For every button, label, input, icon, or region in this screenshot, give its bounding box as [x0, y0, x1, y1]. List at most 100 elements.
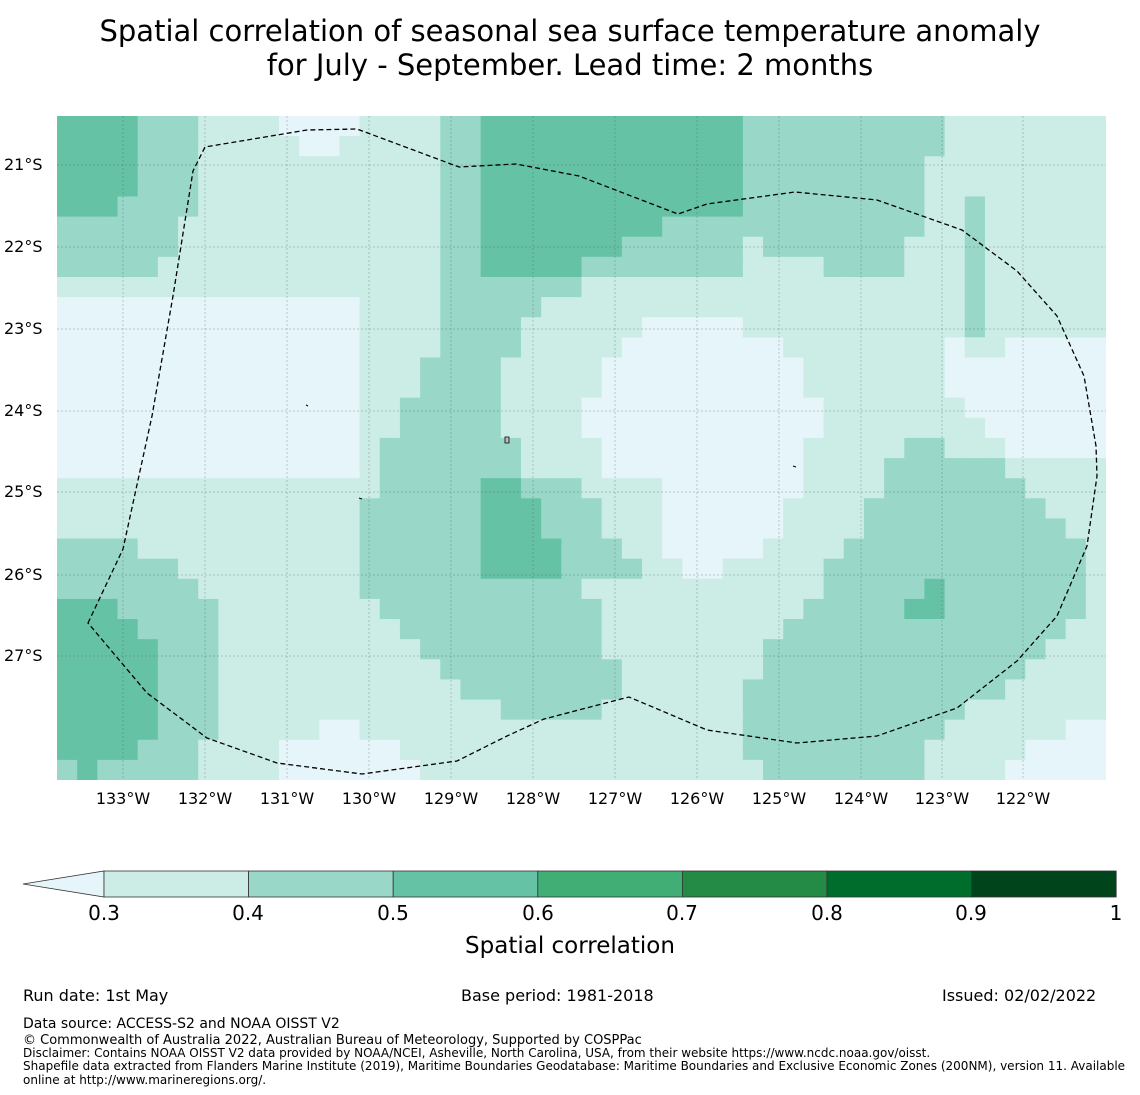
correlation-cell — [480, 759, 502, 780]
correlation-cell — [944, 317, 966, 338]
correlation-cell — [621, 478, 643, 499]
correlation-cell — [763, 377, 784, 399]
correlation-cell — [278, 518, 300, 540]
correlation-cell — [823, 558, 845, 580]
correlation-cell — [682, 317, 704, 338]
correlation-cell — [621, 236, 643, 258]
correlation-cell — [157, 236, 179, 258]
correlation-cell — [561, 639, 583, 660]
correlation-cell — [1045, 699, 1067, 721]
correlation-cell — [863, 458, 885, 479]
correlation-cell — [682, 156, 704, 177]
correlation-cell — [57, 518, 78, 540]
correlation-cell — [218, 498, 240, 520]
correlation-cell — [601, 156, 623, 177]
correlation-cell — [480, 276, 502, 298]
correlation-cell — [803, 458, 825, 479]
correlation-cell — [722, 297, 744, 318]
correlation-cell — [359, 498, 381, 520]
correlation-cell — [1045, 397, 1067, 419]
correlation-cell — [299, 679, 320, 701]
correlation-cell — [662, 679, 683, 701]
correlation-cell — [783, 397, 804, 419]
correlation-cell — [601, 377, 623, 399]
correlation-cell — [642, 659, 663, 680]
correlation-cell — [884, 739, 905, 761]
correlation-cell — [500, 357, 522, 379]
correlation-cell — [823, 417, 845, 439]
correlation-cell — [621, 699, 643, 721]
correlation-cell — [218, 598, 240, 620]
correlation-cell — [97, 759, 119, 780]
correlation-cell — [97, 236, 119, 258]
correlation-cell — [722, 377, 744, 399]
correlation-cell — [823, 116, 845, 137]
correlation-cell — [500, 176, 522, 198]
correlation-cell — [520, 176, 542, 198]
correlation-cell — [299, 498, 320, 520]
correlation-cell — [278, 276, 300, 298]
correlation-cell — [258, 337, 280, 359]
correlation-cell — [480, 598, 502, 620]
correlation-cell — [198, 437, 219, 459]
correlation-cell — [278, 417, 300, 439]
correlation-cell — [157, 276, 179, 298]
correlation-cell — [339, 679, 361, 701]
correlation-cell — [77, 458, 98, 479]
correlation-cell — [480, 739, 502, 761]
correlation-cell — [581, 659, 603, 680]
correlation-cell — [117, 317, 139, 338]
correlation-cell — [440, 297, 462, 318]
correlation-cell — [117, 397, 139, 419]
correlation-cell — [541, 598, 562, 620]
correlation-cell — [379, 317, 401, 338]
correlation-cell — [561, 437, 583, 459]
correlation-cell — [984, 377, 1006, 399]
correlation-cell — [178, 196, 199, 218]
correlation-cell — [520, 357, 542, 379]
correlation-cell — [642, 337, 663, 359]
correlation-cell — [198, 176, 219, 198]
correlation-cell — [420, 196, 441, 218]
correlation-cell — [77, 719, 98, 741]
correlation-cell — [359, 538, 381, 560]
correlation-cell — [944, 498, 966, 520]
correlation-cell — [359, 578, 381, 600]
correlation-cell — [964, 156, 986, 177]
correlation-cell — [198, 659, 219, 680]
correlation-cell — [399, 759, 421, 780]
correlation-cell — [1065, 619, 1087, 640]
correlation-cell — [621, 417, 643, 439]
correlation-cell — [157, 619, 179, 640]
correlation-cell — [1025, 397, 1047, 419]
correlation-cell — [823, 458, 845, 479]
correlation-cell — [57, 256, 78, 278]
correlation-cell — [1065, 458, 1087, 479]
correlation-cell — [57, 337, 78, 359]
correlation-cell — [1085, 719, 1106, 741]
correlation-cell — [359, 256, 381, 278]
correlation-cell — [763, 357, 784, 379]
correlation-cell — [944, 337, 966, 359]
correlation-cell — [77, 478, 98, 499]
correlation-cell — [218, 297, 240, 318]
correlation-cell — [480, 639, 502, 660]
correlation-cell — [198, 317, 219, 338]
correlation-cell — [198, 759, 219, 780]
correlation-cell — [1085, 699, 1106, 721]
correlation-cell — [823, 276, 845, 298]
correlation-cell — [480, 619, 502, 640]
correlation-cell — [823, 578, 845, 600]
correlation-cell — [621, 256, 643, 278]
correlation-cell — [662, 116, 683, 137]
correlation-cell — [884, 437, 905, 459]
correlation-cell — [642, 357, 663, 379]
correlation-cell — [561, 478, 583, 499]
correlation-cell — [984, 437, 1006, 459]
correlation-cell — [722, 619, 744, 640]
correlation-cell — [803, 136, 825, 157]
correlation-cell — [178, 437, 199, 459]
correlation-cell — [137, 156, 159, 177]
correlation-cell — [682, 679, 704, 701]
correlation-cell — [97, 679, 119, 701]
